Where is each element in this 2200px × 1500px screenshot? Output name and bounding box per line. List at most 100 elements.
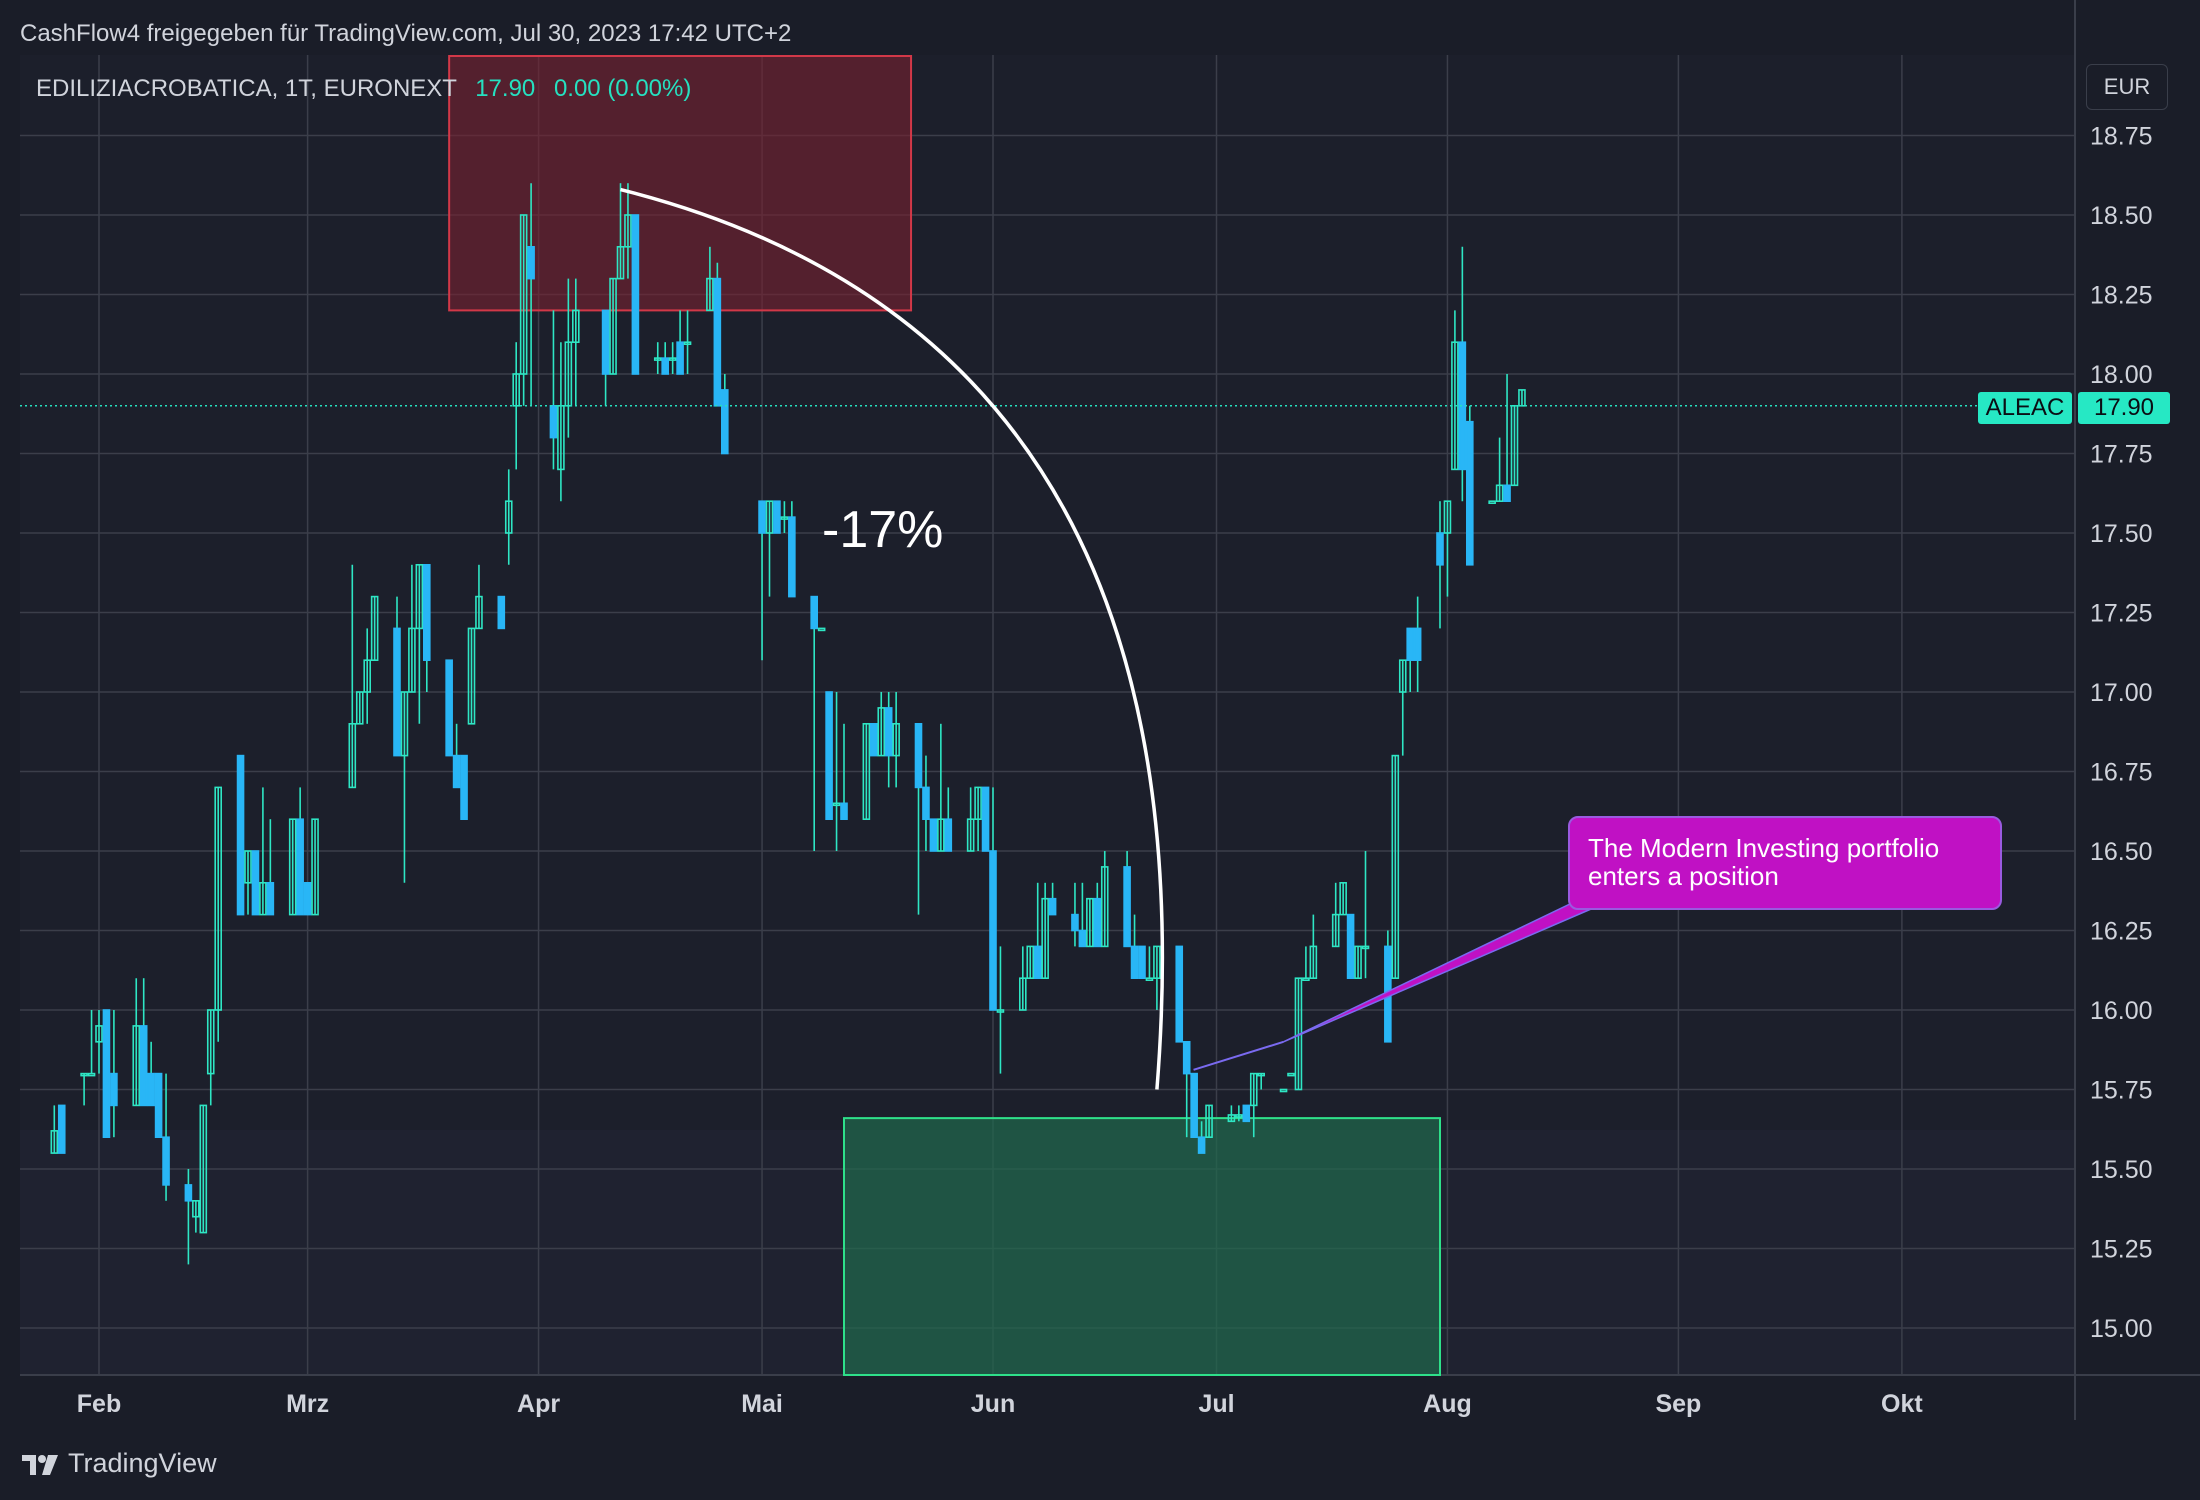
candle-body	[877, 707, 886, 757]
price-tag: 17.90	[2078, 392, 2170, 424]
candle-body	[1033, 945, 1042, 980]
candle-body	[944, 818, 953, 852]
candle-body	[296, 818, 304, 916]
y-tick-label[interactable]: 16.25	[2090, 918, 2153, 946]
candle-body	[609, 277, 617, 375]
candle-body	[1018, 977, 1027, 1011]
y-tick-label[interactable]: 17.25	[2090, 600, 2153, 628]
tradingview-brand[interactable]: TradingView	[20, 1448, 217, 1479]
y-tick-label[interactable]: 15.00	[2090, 1315, 2153, 1343]
candle-body	[1503, 484, 1511, 502]
candle-body	[1249, 1072, 1258, 1107]
candle-body	[1339, 881, 1347, 916]
candle-body	[50, 1130, 59, 1154]
support-zone	[843, 1117, 1441, 1376]
candle-body	[95, 1025, 103, 1043]
y-tick-label[interactable]: 17.00	[2090, 679, 2153, 707]
y-tick-label[interactable]: 18.25	[2090, 282, 2153, 310]
x-tick-label[interactable]: Feb	[77, 1390, 121, 1418]
candle-body	[415, 563, 424, 630]
candle-body	[601, 309, 610, 375]
candle-body	[1041, 897, 1049, 980]
candle-body	[788, 516, 796, 598]
candle-body	[706, 277, 714, 312]
y-tick-label[interactable]: 18.75	[2090, 123, 2153, 151]
x-tick-label[interactable]: Jul	[1198, 1390, 1234, 1418]
candle-body	[1436, 532, 1444, 566]
candle-body	[631, 214, 640, 375]
candle-body	[1123, 866, 1131, 948]
candle-body	[780, 516, 789, 520]
y-tick-label[interactable]: 16.75	[2090, 759, 2153, 787]
x-tick-label[interactable]: Aug	[1423, 1390, 1472, 1418]
candle-body	[817, 627, 826, 632]
y-tick-label[interactable]: 15.25	[2090, 1236, 2153, 1264]
y-tick-label[interactable]: 18.00	[2090, 361, 2153, 389]
y-tick-label[interactable]: 17.75	[2090, 441, 2153, 469]
candle-body	[1130, 945, 1139, 980]
drawdown-arc	[620, 187, 1165, 1090]
x-axis[interactable]: Feb Mrz Apr Mai Jun Jul Aug Sep Okt	[77, 1390, 1924, 1418]
candle-body	[519, 214, 528, 375]
candle-body	[549, 404, 558, 439]
attribution-text: CashFlow4 freigegeben für TradingView.co…	[20, 20, 792, 47]
candle-body	[147, 1072, 155, 1107]
candle-body	[884, 707, 893, 757]
candle-body	[288, 818, 297, 916]
y-tick-label[interactable]: 18.50	[2090, 202, 2153, 230]
candle-body	[1413, 627, 1422, 662]
callout-line-1: The Modern Investing portfolio	[1588, 833, 1940, 863]
candle-body	[1048, 897, 1057, 916]
candle-body	[1302, 977, 1310, 982]
candle-body	[661, 357, 670, 375]
candle-body	[862, 722, 871, 820]
candle-body	[408, 627, 416, 693]
x-tick-label[interactable]: Jun	[971, 1390, 1015, 1418]
candle-body	[1078, 929, 1087, 948]
candle-body	[1287, 1072, 1295, 1077]
candle-body	[832, 802, 841, 807]
candle-body	[1197, 1136, 1206, 1154]
candle-body	[683, 341, 692, 346]
candle-body	[1398, 659, 1407, 693]
candle-body	[348, 722, 357, 789]
y-tick-label[interactable]: 16.00	[2090, 997, 2153, 1025]
candle-body	[422, 563, 431, 661]
candle-body	[1443, 500, 1452, 534]
candle-body	[311, 818, 319, 916]
candle-body	[1406, 627, 1414, 662]
candle-body	[475, 595, 483, 630]
y-tick-label[interactable]: 15.50	[2090, 1156, 2153, 1184]
x-tick-label[interactable]: Sep	[1655, 1390, 1701, 1418]
candle-body	[251, 850, 260, 916]
candle-body	[653, 357, 662, 361]
candle-body	[1026, 945, 1035, 980]
currency-button[interactable]: EUR	[2086, 64, 2168, 110]
candle-body	[1279, 1088, 1288, 1093]
candle-body	[110, 1072, 118, 1107]
candle-body	[452, 754, 461, 789]
y-tick-label[interactable]: 15.75	[2090, 1077, 2153, 1105]
candle-body	[355, 691, 364, 725]
x-tick-label[interactable]: Mrz	[286, 1390, 329, 1418]
candle-body	[1510, 404, 1519, 487]
callout-pointer-tail	[1193, 1040, 1284, 1071]
symbol-legend[interactable]: EDILIZIACROBATICA, 1T, EURONEXT 17.90 0.…	[36, 75, 691, 103]
symbol-name[interactable]: EDILIZIACROBATICA, 1T, EURONEXT	[36, 75, 457, 102]
x-tick-label[interactable]: Okt	[1881, 1390, 1923, 1418]
y-tick-label[interactable]: 17.50	[2090, 520, 2153, 548]
candle-body	[1361, 945, 1370, 950]
candle-body	[1309, 945, 1318, 980]
x-tick-label[interactable]: Mai	[741, 1390, 783, 1418]
candle-body	[206, 1009, 215, 1075]
y-tick-label[interactable]: 16.50	[2090, 838, 2153, 866]
y-axis[interactable]: 15.00 15.25 15.50 15.75 16.00 16.25 16.50 16.75…	[2090, 123, 2153, 1344]
x-tick-label[interactable]: Apr	[517, 1390, 560, 1418]
candle-body	[922, 786, 930, 821]
zones	[448, 55, 1441, 1376]
candle-body	[504, 500, 513, 534]
candle-body	[1071, 913, 1079, 932]
candle-body	[460, 754, 468, 820]
candle-body	[87, 1072, 96, 1077]
